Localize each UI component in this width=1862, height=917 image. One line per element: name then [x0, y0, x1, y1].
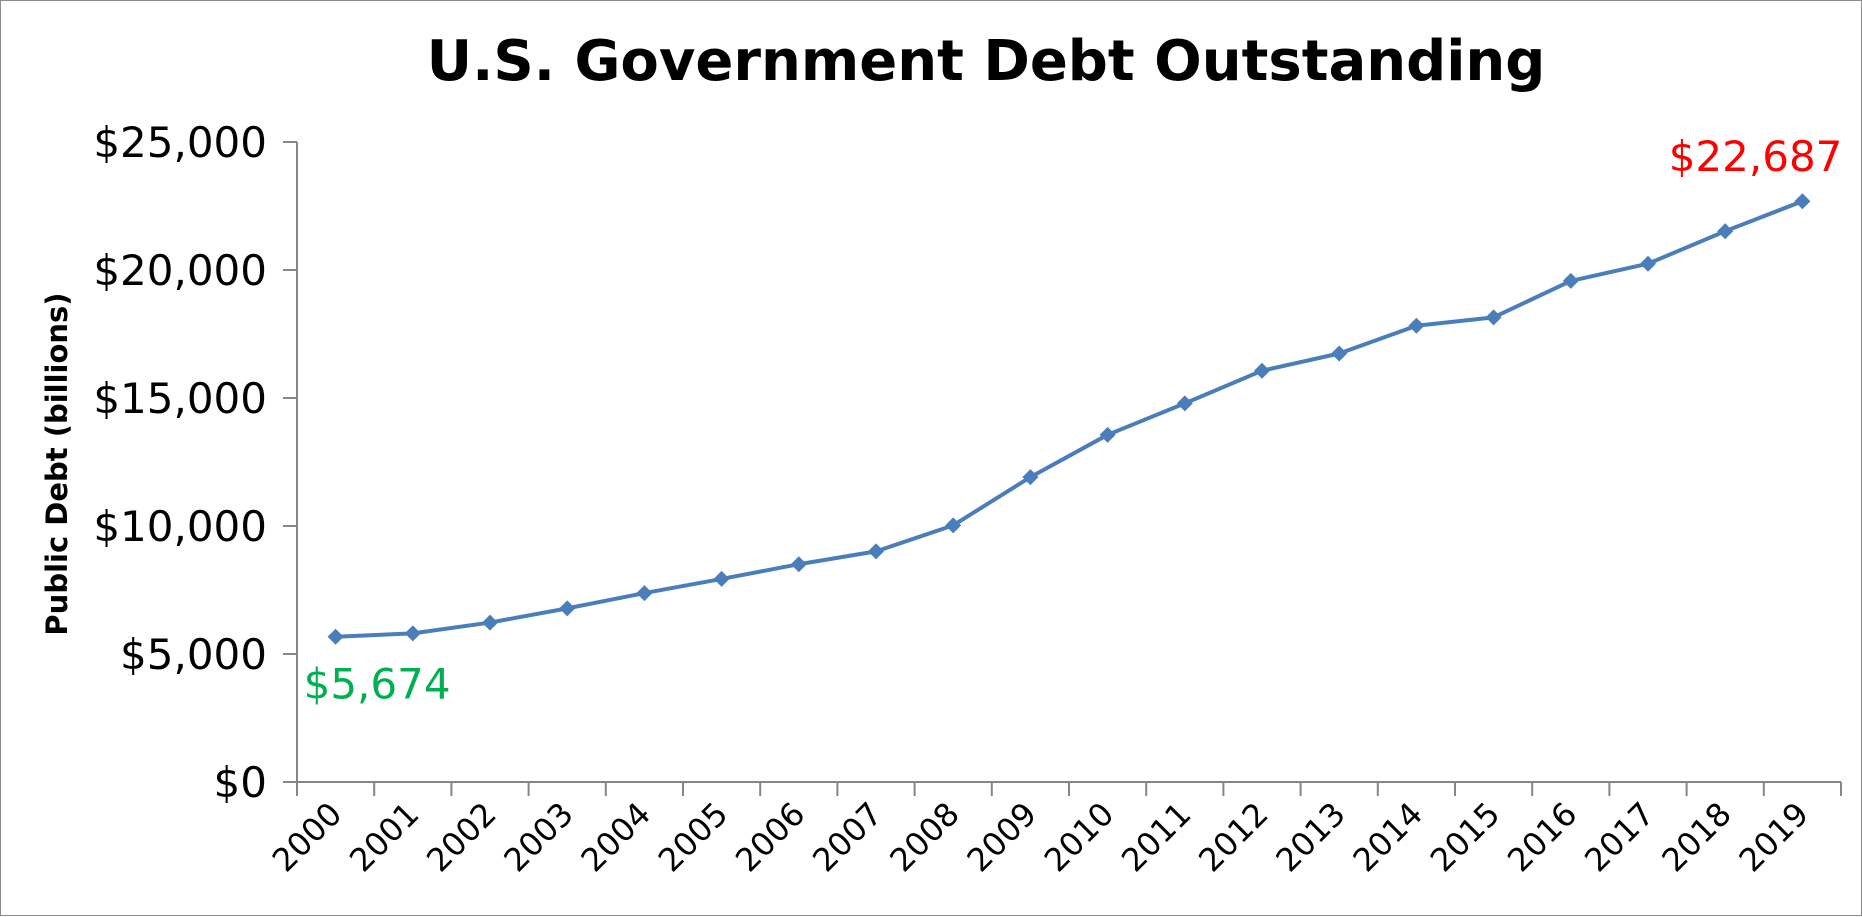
data-point [868, 543, 884, 560]
data-point [1099, 426, 1116, 443]
data-point [404, 625, 421, 642]
x-tick-label: 2000 [265, 795, 349, 879]
x-tick-label: 2012 [1191, 795, 1275, 879]
data-point [1408, 317, 1425, 334]
x-tick-label: 2019 [1732, 795, 1816, 879]
series-line [335, 199, 1804, 639]
x-tick-label: 2018 [1654, 795, 1738, 879]
y-axis-label: Public Debt (billions) [40, 292, 74, 635]
data-point [1794, 193, 1811, 210]
data-point [327, 628, 344, 645]
x-tick-label: 2003 [496, 795, 580, 879]
data-point [559, 600, 576, 617]
x-tick-label: 2016 [1500, 795, 1584, 879]
x-tick-label: 2008 [882, 795, 966, 879]
data-point [1562, 272, 1579, 289]
y-tick-label: $0 [214, 758, 267, 807]
x-tick-label: 2007 [805, 795, 889, 879]
x-tick-label: 2006 [728, 795, 812, 879]
x-tick-label: 2010 [1037, 795, 1121, 879]
data-point [790, 556, 807, 573]
data-point [1331, 345, 1348, 362]
data-label-first: $5,674 [304, 660, 451, 709]
data-point [1717, 223, 1734, 240]
x-tick-label: 2011 [1114, 795, 1198, 879]
data-point [945, 517, 962, 534]
x-tick-label: 2015 [1423, 795, 1507, 879]
plot-area: $0 $5,000 $10,000 $15,000 $20,000 $25,000 2000… [93, 118, 1842, 879]
x-tick-label: 2009 [960, 795, 1044, 879]
y-tick-label: $15,000 [93, 374, 267, 423]
chart-title: U.S. Government Debt Outstanding [427, 29, 1546, 94]
x-tick-label: 2001 [342, 795, 426, 879]
data-label-last: $22,687 [1669, 132, 1843, 181]
data-point [1176, 395, 1193, 412]
data-point [1640, 255, 1656, 272]
x-tick-label: 2017 [1577, 795, 1661, 879]
x-tick-label: 2002 [419, 795, 503, 879]
x-tick-label: 2014 [1346, 795, 1430, 879]
data-point [636, 585, 653, 602]
data-point [1485, 309, 1502, 326]
y-tick-label: $5,000 [120, 630, 267, 679]
y-tick-label: $20,000 [93, 246, 267, 295]
x-tick-label: 2005 [651, 795, 735, 879]
data-point [713, 570, 730, 587]
data-point [1254, 362, 1270, 379]
y-tick-label: $10,000 [93, 502, 267, 551]
y-tick-label: $25,000 [93, 118, 267, 167]
x-tick-label: 2013 [1268, 795, 1352, 879]
data-point [482, 614, 498, 631]
data-point [1022, 469, 1039, 486]
x-tick-label: 2004 [574, 795, 658, 879]
